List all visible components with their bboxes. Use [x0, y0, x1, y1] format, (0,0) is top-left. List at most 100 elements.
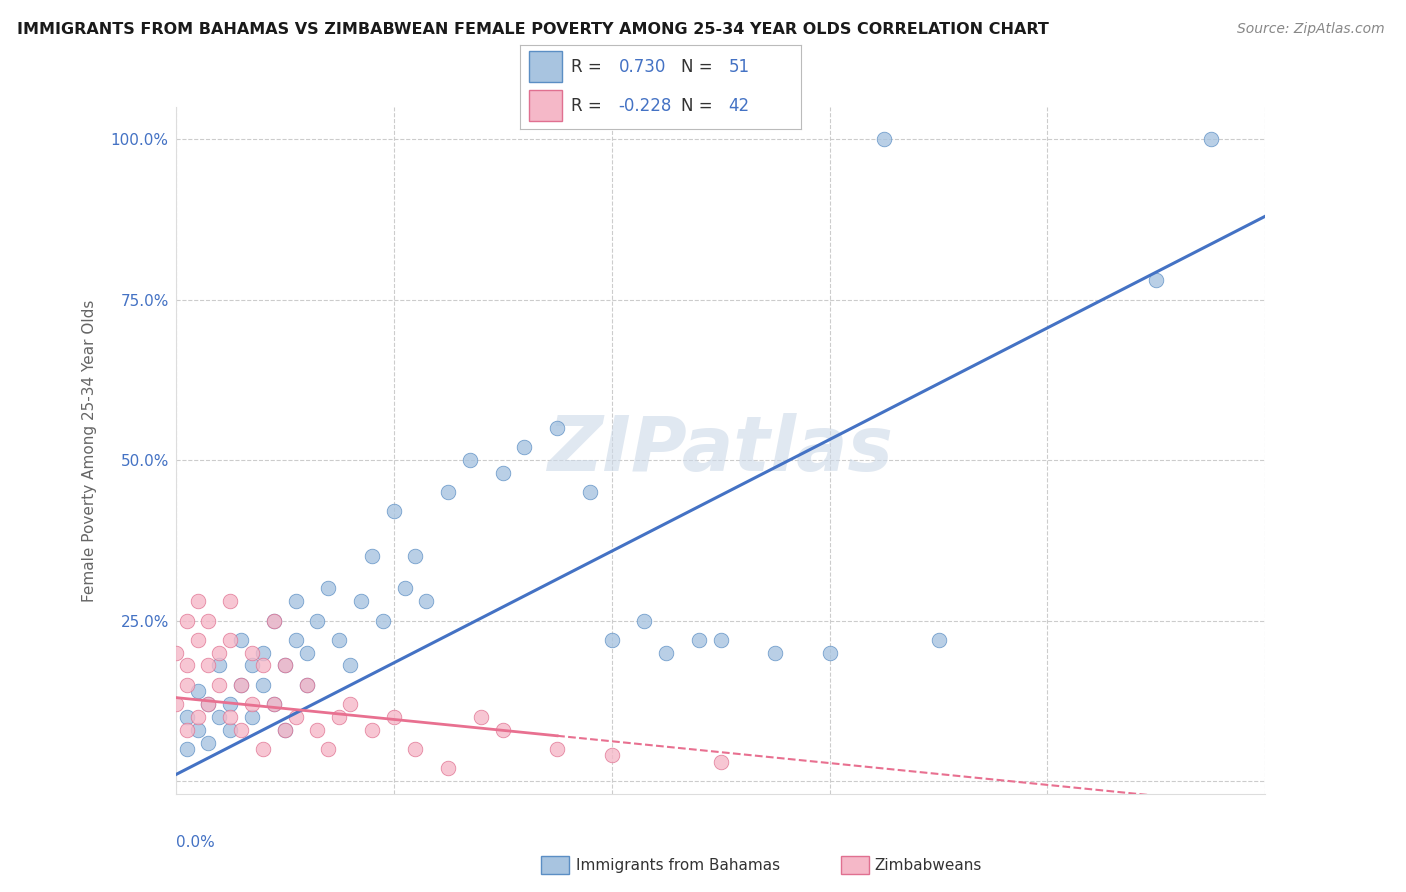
- Point: [763, 646, 786, 660]
- Point: [437, 761, 460, 775]
- Point: [219, 697, 242, 711]
- Point: [231, 678, 253, 692]
- Point: [318, 742, 340, 756]
- Point: [284, 710, 307, 724]
- Point: [295, 678, 318, 692]
- Point: [252, 742, 274, 756]
- Point: [546, 742, 568, 756]
- Point: [186, 684, 209, 698]
- Point: [339, 697, 361, 711]
- Point: [360, 723, 382, 737]
- Point: [186, 632, 209, 647]
- Text: Source: ZipAtlas.com: Source: ZipAtlas.com: [1237, 22, 1385, 37]
- Point: [470, 710, 492, 724]
- Point: [579, 485, 602, 500]
- Point: [231, 723, 253, 737]
- Point: [405, 742, 427, 756]
- Point: [710, 632, 733, 647]
- Point: [197, 658, 219, 673]
- Text: ZIPatlas: ZIPatlas: [547, 414, 894, 487]
- Point: [240, 697, 263, 711]
- Text: R =: R =: [571, 58, 607, 76]
- Point: [176, 723, 198, 737]
- Point: [197, 614, 219, 628]
- Point: [240, 658, 263, 673]
- Point: [405, 549, 427, 564]
- Point: [710, 755, 733, 769]
- Point: [186, 594, 209, 608]
- Text: 51: 51: [728, 58, 749, 76]
- Text: Zimbabweans: Zimbabweans: [875, 858, 981, 872]
- Point: [197, 735, 219, 749]
- Point: [928, 632, 950, 647]
- Y-axis label: Female Poverty Among 25-34 Year Olds: Female Poverty Among 25-34 Year Olds: [82, 300, 97, 601]
- Point: [339, 658, 361, 673]
- Point: [252, 678, 274, 692]
- Text: -0.228: -0.228: [619, 96, 672, 114]
- Point: [360, 549, 382, 564]
- Point: [307, 723, 329, 737]
- Point: [263, 614, 285, 628]
- Point: [165, 646, 187, 660]
- Point: [219, 594, 242, 608]
- Point: [655, 646, 678, 660]
- Point: [295, 646, 318, 660]
- Point: [1144, 273, 1167, 287]
- Point: [231, 632, 253, 647]
- Point: [240, 646, 263, 660]
- Point: [208, 658, 231, 673]
- Point: [176, 742, 198, 756]
- Point: [219, 723, 242, 737]
- Point: [371, 614, 394, 628]
- Point: [437, 485, 460, 500]
- Point: [274, 723, 297, 737]
- FancyBboxPatch shape: [529, 90, 562, 120]
- Point: [284, 594, 307, 608]
- Point: [284, 632, 307, 647]
- Point: [197, 697, 219, 711]
- Point: [208, 646, 231, 660]
- Point: [394, 582, 416, 596]
- Point: [295, 678, 318, 692]
- Text: R =: R =: [571, 96, 607, 114]
- Point: [176, 614, 198, 628]
- Text: Immigrants from Bahamas: Immigrants from Bahamas: [576, 858, 780, 872]
- Point: [263, 697, 285, 711]
- Text: N =: N =: [681, 96, 717, 114]
- Point: [165, 697, 187, 711]
- Point: [688, 632, 710, 647]
- Point: [274, 658, 297, 673]
- FancyBboxPatch shape: [529, 52, 562, 82]
- Point: [176, 658, 198, 673]
- Point: [274, 723, 297, 737]
- Point: [546, 421, 568, 435]
- Point: [382, 504, 405, 518]
- Point: [415, 594, 437, 608]
- Point: [318, 582, 340, 596]
- Point: [818, 646, 841, 660]
- Text: IMMIGRANTS FROM BAHAMAS VS ZIMBABWEAN FEMALE POVERTY AMONG 25-34 YEAR OLDS CORRE: IMMIGRANTS FROM BAHAMAS VS ZIMBABWEAN FE…: [17, 22, 1049, 37]
- Text: 0.730: 0.730: [619, 58, 666, 76]
- Point: [263, 697, 285, 711]
- Point: [328, 710, 350, 724]
- Point: [252, 646, 274, 660]
- Text: 0.0%: 0.0%: [176, 835, 215, 850]
- Point: [231, 678, 253, 692]
- Point: [328, 632, 350, 647]
- Point: [240, 710, 263, 724]
- Point: [197, 697, 219, 711]
- Point: [186, 723, 209, 737]
- Point: [633, 614, 655, 628]
- Point: [252, 658, 274, 673]
- Point: [307, 614, 329, 628]
- Point: [219, 710, 242, 724]
- Point: [513, 440, 536, 454]
- Point: [176, 678, 198, 692]
- Text: N =: N =: [681, 58, 717, 76]
- Point: [219, 632, 242, 647]
- Text: 42: 42: [728, 96, 749, 114]
- Point: [176, 710, 198, 724]
- Point: [382, 710, 405, 724]
- Point: [1199, 132, 1222, 146]
- Point: [274, 658, 297, 673]
